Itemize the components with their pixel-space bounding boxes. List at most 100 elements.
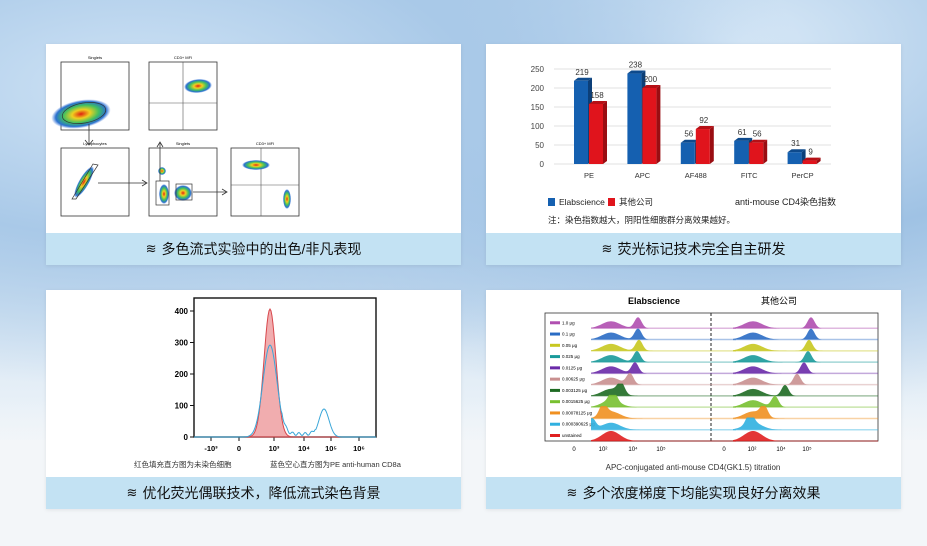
layers-icon: ≋: [145, 241, 157, 256]
legend-swatch: [550, 343, 560, 347]
x-tick-label: 10⁴: [298, 444, 310, 453]
y-tick-label: 250: [531, 65, 545, 74]
bar: [589, 103, 603, 164]
gate: [155, 180, 170, 206]
data-label: 61: [738, 128, 747, 137]
histogram-3: [591, 350, 736, 363]
histogram-8: [591, 406, 736, 419]
arrow-head: [84, 139, 94, 146]
y-tick-label: 100: [531, 122, 545, 131]
histogram-1: [733, 328, 878, 340]
bar: [642, 88, 657, 164]
bar: [695, 129, 710, 164]
card-titration: Elabscience 其他公司 APC-conjugated anti-mou…: [486, 290, 901, 509]
x-tick-label: 10⁵: [802, 446, 812, 453]
y-tick-label: 100: [175, 402, 189, 411]
x-tick-label: PerCP: [792, 171, 814, 180]
caption: ≋ 多色流式实验中的出色/非凡表现: [46, 233, 461, 265]
row-label: 0.003125 μg: [562, 388, 588, 393]
x-tick-label: 10⁵: [656, 446, 666, 453]
legend-swatch: [550, 434, 560, 437]
histogram-0: [591, 317, 736, 329]
bar-side: [763, 139, 768, 164]
cell-population: [283, 189, 291, 209]
plot-title: Singlets: [88, 55, 102, 60]
plot-title: Lymphocytes: [83, 141, 106, 146]
arrow-head: [221, 188, 228, 196]
data-label: 92: [699, 116, 708, 125]
card-fluorescent-labeling: anti-mouse CD4染色指数 注：染色指数越大，阴阳性细胞群分离效果越好…: [486, 44, 901, 265]
caption-left: 红色填充直方图为未染色细胞: [134, 459, 232, 469]
cell-population: [74, 166, 94, 198]
flow-plot: [60, 147, 130, 217]
bar-top: [734, 137, 753, 141]
data-label: 31: [791, 139, 800, 148]
x-tick-label: 10²: [599, 447, 608, 453]
caption-right: 蓝色空心直方图为PE anti-human CD8a: [270, 459, 402, 469]
row-label: 0.0015625 μg: [562, 399, 590, 404]
bar: [680, 142, 695, 164]
histogram-2: [591, 339, 736, 351]
x-tick-label: 10²: [748, 447, 757, 453]
row-label: 0.1 μg: [562, 332, 575, 337]
gate: [175, 183, 193, 201]
legend-label: 其他公司: [619, 197, 653, 207]
stained-histogram: [194, 344, 376, 438]
bar: [787, 152, 802, 164]
bar: [749, 142, 764, 164]
arrow-head: [141, 179, 148, 187]
histogram-10: [733, 431, 878, 441]
histogram-4: [591, 362, 736, 374]
y-tick-label: 300: [175, 339, 189, 348]
y-tick-label: 0: [184, 433, 189, 442]
gate: [61, 102, 107, 124]
chart-note: 注：染色指数越大，阴阳性细胞群分离效果越好。: [548, 215, 735, 225]
row-label: unstained: [562, 433, 582, 438]
layers-icon: ≋: [601, 241, 613, 256]
legend-label: Elabscience: [559, 197, 605, 207]
histogram-1: [591, 328, 736, 340]
bar-side: [709, 126, 714, 164]
histogram-6: [733, 384, 878, 396]
histogram-7: [591, 394, 736, 408]
legend-swatch: [550, 388, 560, 392]
bar: [734, 140, 749, 164]
caption: ≋ 优化荧光偶联技术，降低流式染色背景: [46, 477, 461, 509]
x-tick-label: PE: [584, 171, 594, 180]
row-label: 0.000390625 μg: [562, 422, 595, 427]
bar-top: [695, 126, 714, 130]
data-label: 219: [575, 68, 589, 77]
card-multicolor-flow: Singlets CD3+ MFI Lymphocytes Singlets CD3+ …: [46, 44, 461, 265]
histogram-5: [733, 373, 878, 385]
y-tick-label: 200: [175, 370, 189, 379]
data-label: 56: [684, 130, 693, 139]
row-label: 0.025 μg: [562, 354, 580, 359]
bar-top: [787, 149, 806, 153]
histogram-5: [591, 372, 736, 385]
chart-title: anti-mouse CD4染色指数: [735, 196, 836, 207]
bar-chart: anti-mouse CD4染色指数 注：染色指数越大，阴阳性细胞群分离效果越好…: [531, 61, 836, 225]
histogram-3: [733, 351, 878, 363]
bar-side: [816, 157, 821, 164]
legend-swatch: [550, 366, 560, 370]
legend-swatch: [550, 411, 560, 415]
x-tick-label: 0: [237, 444, 241, 453]
bar-top: [589, 100, 607, 104]
legend-swatch: [550, 332, 560, 336]
y-tick-label: 50: [535, 141, 544, 150]
y-tick-label: 200: [531, 84, 545, 93]
data-label: 9: [808, 148, 813, 157]
layers-icon: ≋: [126, 485, 138, 500]
caption: ≋ 多个浓度梯度下均能实现良好分离效果: [486, 477, 901, 509]
data-label: 158: [590, 91, 604, 100]
caption: ≋ 荧光标记技术完全自主研发: [486, 233, 901, 265]
legend-swatch: [550, 400, 560, 404]
x-tick-label: 10⁴: [628, 446, 638, 453]
legend-swatch: [550, 321, 560, 325]
histogram-chart: 红色填充直方图为未染色细胞 蓝色空心直方图为PE anti-human CD8a…: [134, 297, 402, 469]
card-low-background: 红色填充直方图为未染色细胞 蓝色空心直方图为PE anti-human CD8a…: [46, 290, 461, 509]
bar-top: [574, 77, 592, 81]
bar: [627, 73, 642, 164]
row-label: 0.0125 μg: [562, 365, 583, 370]
x-tick-label: 10⁵: [325, 444, 337, 453]
